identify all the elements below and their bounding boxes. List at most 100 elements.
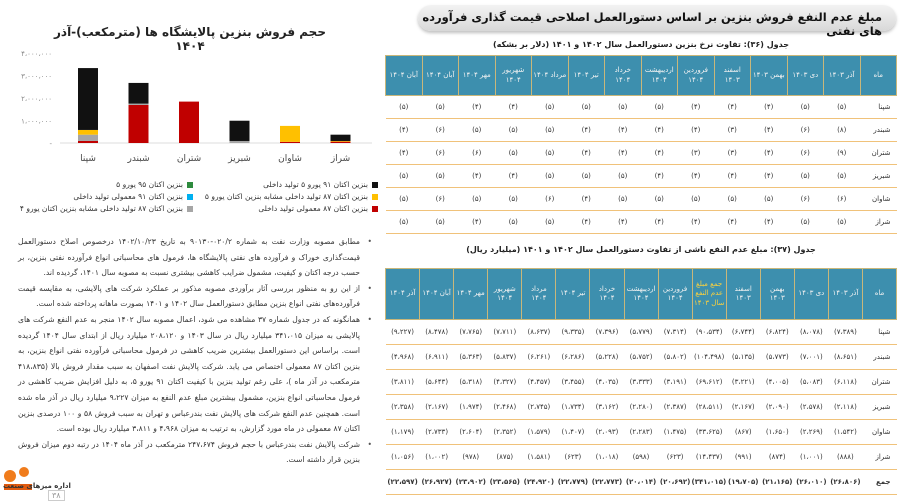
table-cell: (۱،۴۰۷): [555, 419, 590, 445]
table-cell: (۴): [750, 141, 787, 165]
table-cell: (۵): [568, 95, 605, 119]
table-cell: (۲۱،۱۶۵): [760, 469, 795, 495]
table-cell: (۶): [787, 141, 824, 165]
legend-swatch: [372, 181, 378, 188]
table-cell: (۱،۰۱۸): [589, 444, 624, 470]
table-cell: (۲،۳۸۷): [658, 394, 693, 420]
table-header-row: ماه آذر ۱۴۰۳ دی ۱۴۰۳ بهمن ۱۴۰۳ اسفند ۱۴۰۳ جمع…: [384, 268, 898, 320]
table-cell: (۲،۲۶۹): [794, 419, 829, 445]
legend-item: بنزین اکتان ۹۱ معمولی تولید داخلی: [8, 192, 193, 201]
table-cell: (۴،۰۰۵): [760, 369, 795, 395]
table-cell: (۷،۷۱۱): [487, 319, 522, 345]
table-cell: (۲،۷۳۳): [419, 419, 454, 445]
table-cell: (۴): [604, 118, 641, 142]
legend-item: بنزین اکتان ۸۷ تولید داخلی مشابه بنزین ا…: [8, 204, 193, 213]
table-cell: (۵،۳۶۳): [453, 344, 488, 370]
table-row: شراز (۸۸۸) (۱،۰۰۱) (۸۷۴) (۹۹۱) (۱۴،۴۳۷) (۶۲۳)(…: [385, 444, 897, 470]
column-header: ماه: [861, 268, 898, 320]
row-label: شراز: [862, 444, 897, 470]
table-cell: (۱،۵۷۹): [521, 419, 556, 445]
table-cell: (۲،۵۷۸): [794, 394, 829, 420]
table-cell: (۶،۷۴۴): [726, 319, 761, 345]
table-cell: (۹): [823, 141, 860, 165]
column-header: اردیبهشت ۱۴۰۴: [623, 268, 659, 320]
bar-segment: [128, 82, 149, 104]
table-cell: (۹،۳۳۵): [555, 319, 590, 345]
y-tick-label: ۲،۰۰۰،۰۰۰: [21, 95, 52, 103]
table-cell: (۵،۶۴۳): [419, 369, 454, 395]
table-row: شبریز (۲،۱۱۸) (۲،۵۷۸) (۲،۰۹۰) (۲،۱۶۷) (۲۸،۵۱۱…: [385, 394, 897, 420]
table-cell: (۴،۰۳۵): [589, 369, 624, 395]
table-cell: (۴): [750, 210, 787, 234]
table-cell: (۲۲،۷۷۳): [589, 469, 624, 495]
table-cell: (۵): [422, 210, 459, 234]
table-cell: (۵): [568, 164, 605, 188]
table-cell: (۵): [422, 95, 459, 119]
table-cell: (۵): [714, 187, 751, 211]
column-header: تیر ۱۴۰۴: [555, 268, 591, 320]
table-cell: (۴): [495, 164, 532, 188]
table-cell: (۷،۳۱۴): [658, 319, 693, 345]
stacked-bar-chart: - ۱،۰۰۰،۰۰۰ ۲،۰۰۰،۰۰۰ ۳،۰۰۰،۰۰۰ ۴،۰۰۰،۰۰۰ شپن…: [21, 50, 372, 164]
table-cell: (۲۳،۵۶۵): [487, 469, 522, 495]
column-header: دی ۱۴۰۳: [793, 268, 829, 320]
table37: ماه آذر ۱۴۰۳ دی ۱۴۰۳ بهمن ۱۴۰۳ اسفند ۱۴۰۳ جمع…: [384, 268, 898, 495]
table-cell: (۴): [750, 164, 787, 188]
y-tick-label: -: [49, 140, 52, 148]
bar-segment: [78, 134, 98, 141]
table-cell: (۸۸۸): [828, 444, 863, 470]
table-cell: (۴): [641, 164, 678, 188]
legend-swatch: [187, 193, 193, 200]
table-cell: (۲۲،۵۹۷): [385, 469, 420, 495]
table-cell: (۲۰،۰۱۴): [624, 469, 659, 495]
column-header: بهمن ۱۴۰۳: [750, 55, 788, 96]
table-cell: (۵): [385, 210, 422, 234]
table-row: شاوان (۶) (۶) (۵) (۵) (۵) (۵) (۵) (۴) (۶) (۵) (۵) (۶…: [385, 187, 897, 211]
table-cell: (۱،۵۴۲): [828, 419, 863, 445]
table-cell: (۶): [531, 187, 568, 211]
row-label: شاوان: [862, 419, 897, 445]
page-number: ۳۸: [48, 490, 65, 501]
table-cell: (۵): [531, 164, 568, 188]
bar-segment: [280, 125, 300, 142]
table-cell: (۵): [641, 187, 678, 211]
table-cell: (۱،۶۵۰): [760, 419, 795, 445]
category-label: شتران: [177, 154, 201, 164]
table-row: شراز (۵) (۵) (۴) (۴) (۴) (۴) (۴) (۴) (۵) (۵) (۴) (۵)…: [385, 210, 897, 234]
bar-segment: [330, 141, 351, 143]
table-cell: (۶): [422, 187, 459, 211]
organization-logo-icon: [4, 467, 32, 490]
column-header: آبان ۱۴۰۴: [385, 55, 423, 96]
table-cell: (۸۶۷): [726, 419, 761, 445]
column-header: ماه: [859, 55, 897, 96]
column-header: آبان ۱۴۰۴: [421, 55, 459, 96]
table-cell: (۵): [422, 164, 459, 188]
table-cell: (۴): [677, 210, 714, 234]
bullet-paragraph: از این رو به منظور بررسی آثار برآوردی مص…: [18, 281, 372, 312]
table37-caption: جدول (۳۷): مبلغ عدم النفع ناشی از تفاوت …: [466, 245, 816, 254]
category-label: شاوان: [278, 154, 302, 164]
row-label: جمع: [862, 469, 897, 495]
column-header: خرداد ۱۴۰۴: [589, 268, 625, 320]
legend-label: بنزین اکتان ۸۷ معمولی تولید داخلی: [258, 204, 368, 213]
bullet-paragraph: همانگونه که در جدول شماره ۳۷ مشاهده می ش…: [18, 312, 372, 437]
legend-swatch: [187, 205, 193, 212]
table-cell: (۲۶،۸۰۶): [828, 469, 863, 495]
bar-segment: [179, 101, 199, 143]
table-cell: (۴): [677, 118, 714, 142]
table-cell: (۵): [385, 164, 422, 188]
table-cell: (۱۴،۴۳۷): [692, 444, 727, 470]
table-cell: (۵): [641, 95, 678, 119]
table-cell: (۶): [422, 141, 459, 165]
table-cell: (۱۹،۷۰۵): [726, 469, 761, 495]
chart-legend: بنزین اکتان ۹۱ یورو ۵ تولید داخلی بنزین ا…: [8, 180, 378, 213]
table-cell: (۲،۱۱۸): [828, 394, 863, 420]
legend-item: بنزین اکتان ۹۱ یورو ۵ تولید داخلی: [193, 180, 378, 189]
row-label: شبندر: [862, 344, 897, 370]
table-cell: (۷،۳۸۹): [828, 319, 863, 345]
table-cell: (۲،۲۸۳): [624, 419, 659, 445]
table-cell: (۴): [568, 210, 605, 234]
table-cell: (۵،۳۱۸): [453, 369, 488, 395]
table-cell: (۵): [385, 187, 422, 211]
bar-segment: [330, 140, 351, 142]
